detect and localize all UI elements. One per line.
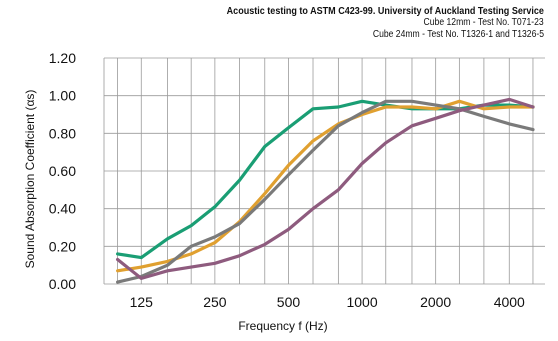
y-tick-label: 0.20: [49, 238, 76, 254]
x-axis-ticks: 125 250 500 1000 2000 4000: [130, 294, 525, 310]
x-tick-label: 1000: [346, 294, 377, 310]
x-tick-label: 4000: [494, 294, 525, 310]
x-axis-label: Frequency f (Hz): [238, 319, 327, 333]
chart-subtitle-cube-12mm: Cube 12mm - Test No. T071-23: [423, 17, 544, 28]
chart-grid: [103, 57, 545, 285]
series-line-2: [115, 99, 535, 273]
x-tick-label: 2000: [420, 294, 451, 310]
x-tick-label: 500: [277, 294, 301, 310]
y-tick-label: 1.20: [49, 50, 76, 66]
chart-series-layer: [115, 97, 535, 284]
y-tick-label: 0.00: [49, 276, 76, 292]
y-tick-label: 0.40: [49, 201, 76, 217]
y-axis-ticks: 0.00 0.20 0.40 0.60 0.80 1.00 1.20: [49, 50, 76, 292]
series-line-3: [115, 99, 535, 284]
y-tick-label: 1.00: [49, 88, 76, 104]
y-tick-label: 0.80: [49, 125, 76, 141]
chart-title: Acoustic testing to ASTM C423-99. Univer…: [226, 5, 544, 17]
x-tick-label: 125: [130, 294, 154, 310]
y-axis-label: Sound Absorption Coefficient (αs): [23, 90, 37, 269]
series-line-4: [115, 97, 535, 280]
chart-subtitle-cube-24mm: Cube 24mm - Test No. T1326-1 and T1326-5: [372, 29, 544, 40]
y-tick-label: 0.60: [49, 163, 76, 179]
series-line-1: [115, 99, 535, 260]
x-tick-label: 250: [203, 294, 227, 310]
